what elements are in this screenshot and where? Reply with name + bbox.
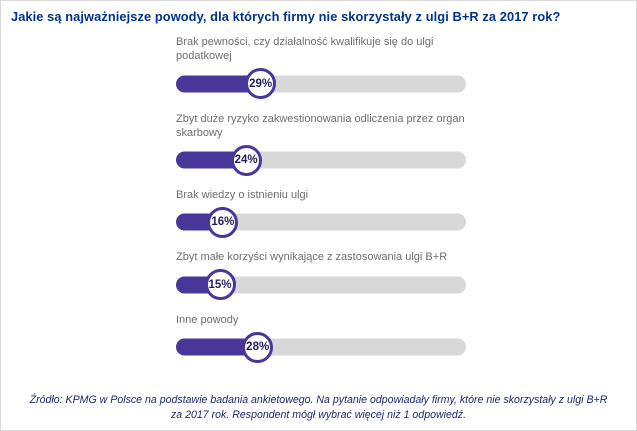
bar-wrap: 15% xyxy=(176,269,466,301)
bar-value: 29% xyxy=(249,77,273,90)
bar-value: 16% xyxy=(211,216,235,229)
bar-track xyxy=(176,276,466,294)
bar-row: Inne powody 28% xyxy=(176,313,626,363)
bar-row: Brak pewności, czy działalność kwalifiku… xyxy=(176,35,626,100)
source-note: Źródło: KPMG w Polsce na podstawie badan… xyxy=(29,394,608,421)
bar-label: Zbyt duże ryzyko zakwestionowania odlicz… xyxy=(176,112,465,139)
bar-label: Inne powody xyxy=(176,313,239,326)
bar-row: Zbyt małe korzyści wynikające z zastosow… xyxy=(176,250,626,301)
bar-row: Zbyt duże ryzyko zakwestionowania odlicz… xyxy=(176,112,626,176)
bar-wrap: 24% xyxy=(176,144,466,176)
bar-fill: 15% xyxy=(176,269,236,301)
bar-wrap: 29% xyxy=(176,68,466,100)
value-badge: 29% xyxy=(245,68,277,100)
bar-fill: 24% xyxy=(176,144,262,176)
bar-fill: 16% xyxy=(176,206,239,238)
bar-fill: 28% xyxy=(176,331,274,363)
bar-fill: 29% xyxy=(176,68,277,100)
value-badge: 24% xyxy=(230,144,262,176)
bar-label: Brak wiedzy o istnieniu ulgi xyxy=(176,189,309,202)
value-badge: 28% xyxy=(242,331,274,363)
bar-value: 24% xyxy=(234,154,258,167)
bar-value: 15% xyxy=(208,278,232,291)
bar-wrap: 28% xyxy=(176,331,466,363)
bar-label: Zbyt małe korzyści wynikające z zastosow… xyxy=(176,251,448,264)
value-badge: 16% xyxy=(207,206,239,238)
bar-label: Brak pewności, czy działalność kwalifiku… xyxy=(176,35,434,63)
chart-title: Jakie są najważniejsze powody, dla który… xyxy=(11,9,561,24)
bar-track xyxy=(176,213,466,231)
bar-wrap: 16% xyxy=(176,206,466,238)
bar-value: 28% xyxy=(246,341,270,354)
value-badge: 15% xyxy=(204,269,236,301)
bar-row: Brak wiedzy o istnieniu ulgi 16% xyxy=(176,188,626,238)
bar-rows: Brak pewności, czy działalność kwalifiku… xyxy=(11,35,626,375)
